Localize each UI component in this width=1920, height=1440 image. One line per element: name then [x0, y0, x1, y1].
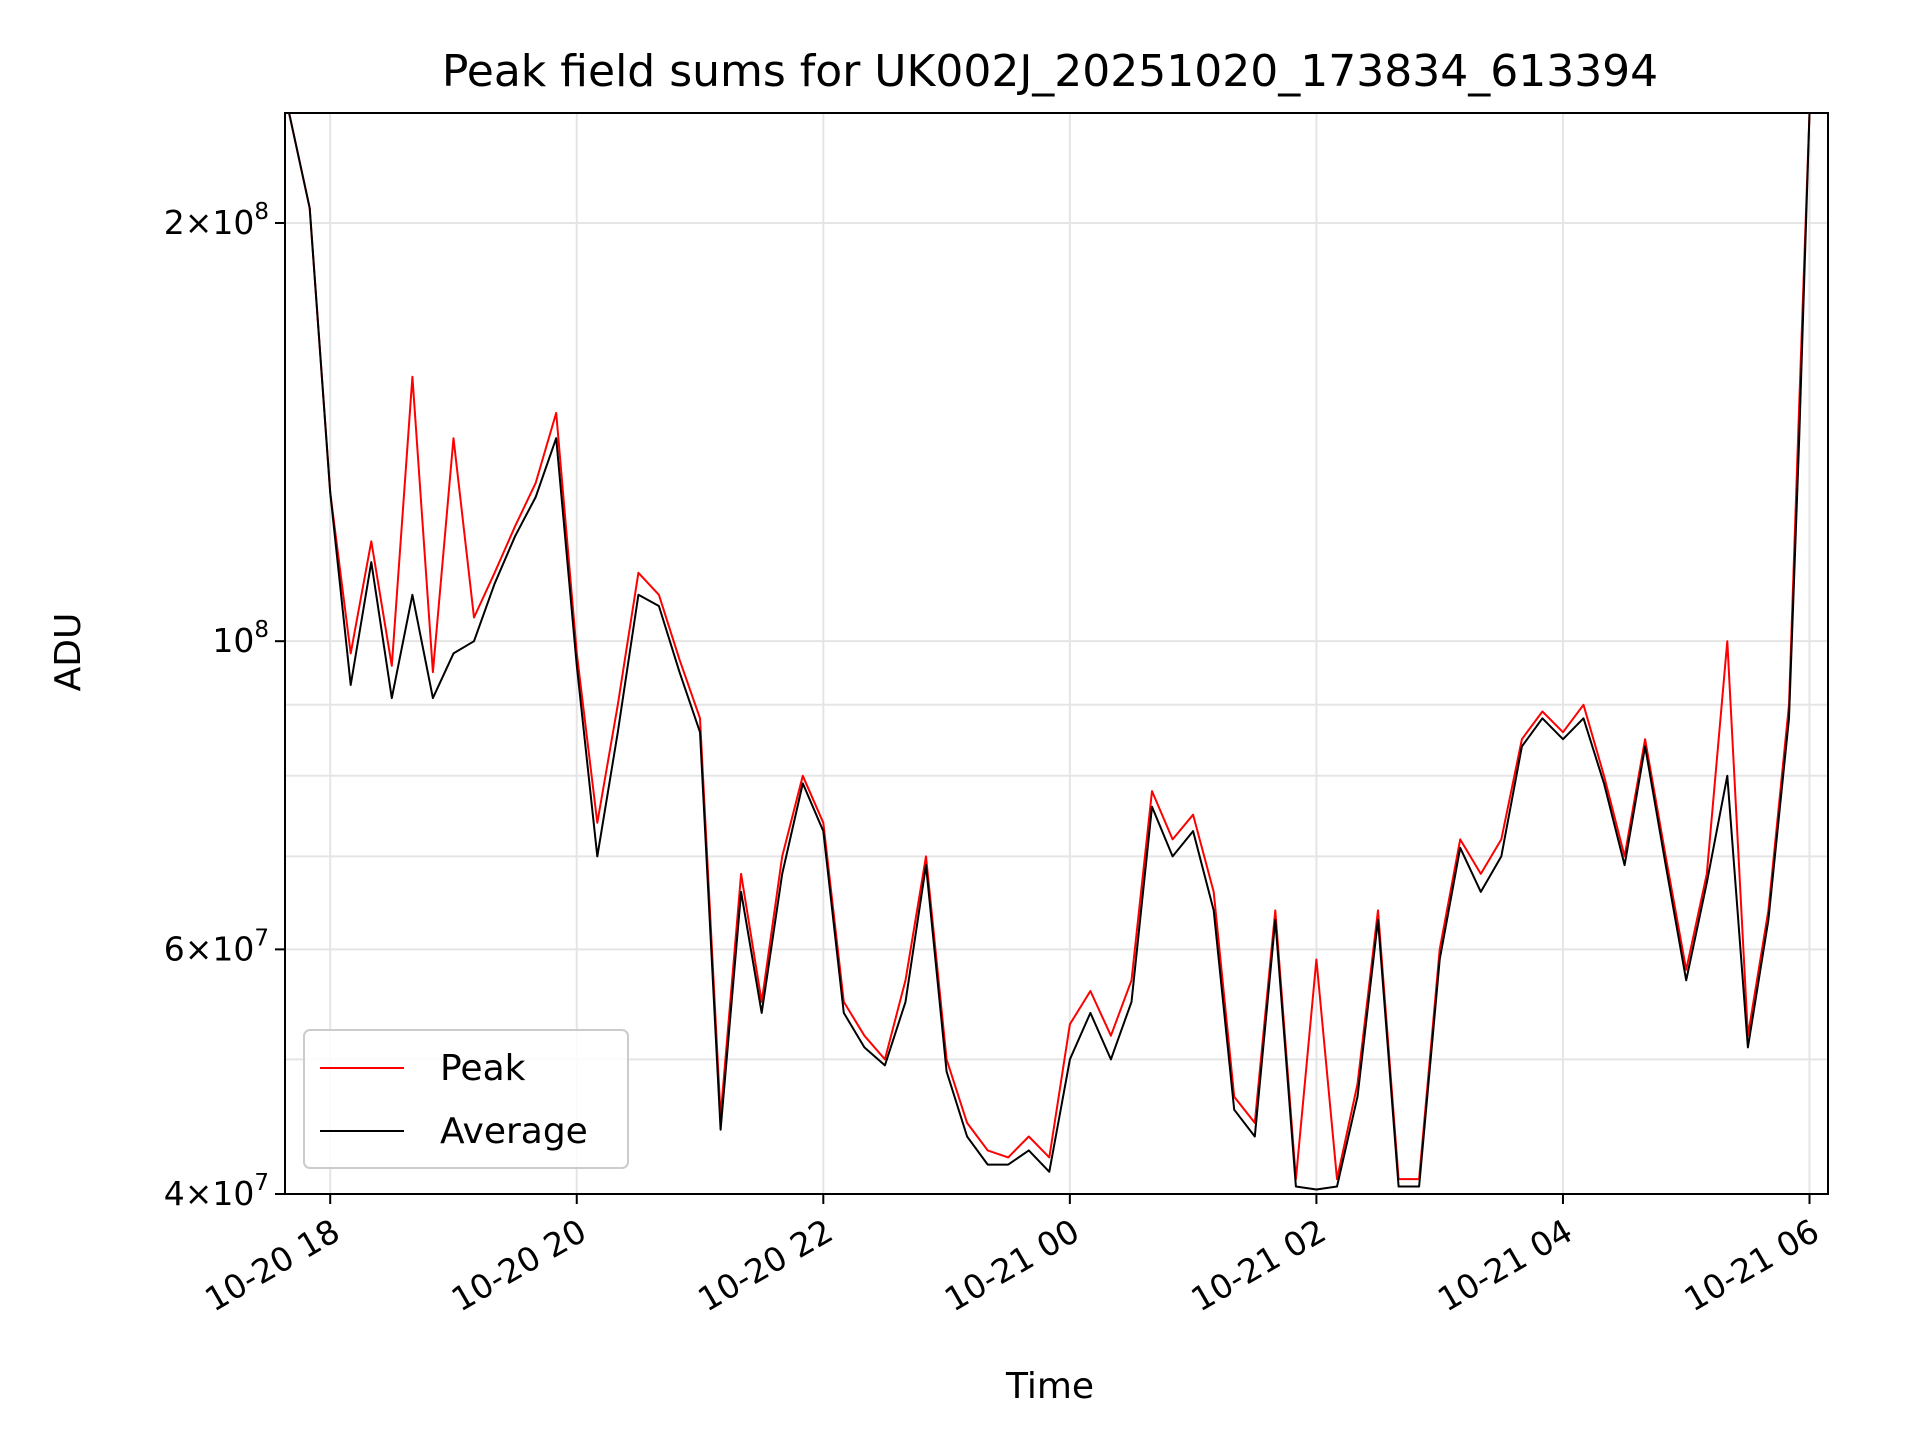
y-axis-label: ADU — [48, 613, 89, 692]
legend-label-average: Average — [440, 1111, 588, 1152]
plot-frame — [284, 112, 1829, 1195]
legend: Peak Average — [303, 1029, 629, 1169]
series-line-peak — [288, 112, 1811, 1181]
chart-title: Peak field sums for UK002J_20251020_1738… — [442, 46, 1658, 97]
y-tick-label: 108 — [212, 617, 269, 660]
series-group — [288, 112, 1811, 1191]
legend-label-peak: Peak — [440, 1048, 526, 1089]
x-axis-label: Time — [1005, 1366, 1094, 1407]
y-tick-label: 6×107 — [164, 925, 269, 968]
y-tick-label: 4×107 — [164, 1170, 269, 1213]
legend-box — [303, 1029, 629, 1169]
y-ticks: 4×107 6×107 108 2×108 — [164, 199, 285, 1213]
y-tick-label: 2×108 — [164, 199, 269, 242]
series-line-average — [288, 112, 1811, 1191]
